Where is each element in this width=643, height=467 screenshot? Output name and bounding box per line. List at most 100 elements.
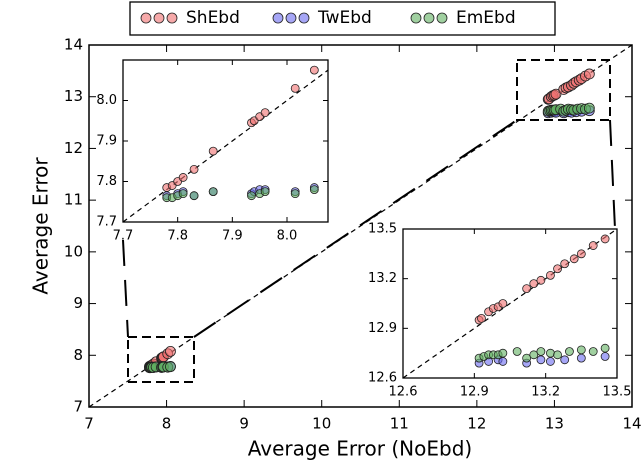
point	[600, 352, 610, 361]
point	[536, 347, 546, 356]
zoom-box	[127, 336, 195, 383]
connector	[609, 119, 616, 230]
x-tick-label: 7.9	[222, 229, 243, 244]
y-tick-label: 7	[73, 398, 83, 416]
point	[576, 345, 586, 355]
x-tick-label: 7.8	[167, 229, 188, 244]
point	[208, 187, 218, 197]
point	[560, 355, 570, 365]
y-tick-label: 8	[73, 346, 83, 364]
x-tick-label: 14	[622, 415, 641, 433]
x-tick-label: 12.9	[460, 385, 489, 400]
point	[529, 279, 539, 289]
y-tick-label: 12	[64, 139, 83, 157]
y-tick-label: 10	[64, 242, 83, 260]
point	[553, 264, 562, 274]
legend-marker	[423, 12, 435, 24]
point	[498, 348, 508, 358]
point	[536, 355, 546, 365]
point	[165, 346, 176, 357]
legend-marker	[272, 12, 284, 24]
point	[477, 313, 486, 323]
y-tick-label: 13.5	[368, 222, 397, 237]
x-tick-label: 8.0	[277, 229, 298, 244]
point	[576, 249, 586, 259]
point	[536, 275, 546, 285]
point	[247, 191, 256, 201]
point	[600, 234, 610, 244]
plot-area	[123, 60, 328, 222]
legend-marker	[298, 12, 310, 24]
point	[583, 102, 595, 114]
zoom-box	[516, 59, 611, 121]
y-tick-label: 11	[64, 191, 83, 209]
point	[498, 299, 508, 308]
point	[529, 350, 539, 360]
point	[522, 284, 532, 294]
y-tick-label: 13	[64, 87, 83, 105]
point	[309, 65, 319, 75]
connector	[122, 239, 129, 338]
x-tick-label: 10	[312, 415, 331, 433]
point	[290, 189, 300, 199]
point	[553, 350, 562, 360]
x-tick-label: 12	[467, 415, 486, 433]
point	[588, 347, 598, 356]
legend-marker	[166, 12, 178, 24]
point	[512, 347, 522, 356]
x-tick-label: 8	[162, 415, 172, 433]
legend-label: ShEbd	[186, 8, 240, 28]
diagonal-line	[123, 69, 328, 222]
legend-marker	[436, 12, 448, 24]
legend-marker	[140, 12, 152, 24]
legend-marker	[285, 12, 297, 24]
point	[569, 254, 579, 264]
y-axis-label: Average Error	[29, 157, 53, 295]
point	[178, 189, 188, 199]
point	[560, 259, 570, 269]
x-tick-label: 9	[239, 415, 249, 433]
legend-box	[129, 1, 556, 36]
plot-frame	[402, 228, 618, 379]
point	[576, 353, 586, 363]
x-tick-label: 12.6	[389, 385, 418, 400]
x-tick-label: 13.5	[603, 385, 632, 400]
y-tick-label: 7.8	[96, 174, 117, 189]
legend-marker	[410, 12, 422, 24]
point	[178, 173, 188, 182]
plot-frame	[122, 59, 329, 223]
y-tick-label: 12.6	[368, 371, 397, 386]
x-tick-label: 7	[84, 415, 94, 433]
point	[260, 187, 270, 197]
point	[290, 83, 300, 93]
x-tick-label: 13	[545, 415, 564, 433]
point	[565, 347, 574, 356]
x-tick-label: 7.7	[113, 229, 134, 244]
legend-marker	[153, 12, 165, 24]
point	[600, 343, 610, 353]
connector	[193, 119, 518, 338]
y-tick-label: 14	[64, 36, 83, 54]
y-tick-label: 7.9	[96, 134, 117, 149]
y-tick-label: 13.2	[368, 271, 397, 286]
x-axis-label: Average Error (NoEbd)	[248, 437, 472, 461]
y-tick-label: 12.9	[368, 321, 397, 336]
x-tick-label: 11	[390, 415, 409, 433]
plot-frame	[88, 44, 633, 408]
legend-label: TwEbd	[317, 8, 372, 28]
point	[309, 185, 319, 195]
point	[546, 270, 555, 280]
point	[546, 348, 555, 358]
point	[165, 361, 176, 373]
point	[208, 146, 218, 156]
y-tick-label: 8.0	[96, 93, 117, 108]
point	[522, 353, 532, 363]
legend-label: EmEbd	[456, 8, 516, 28]
point	[588, 241, 598, 250]
point	[550, 88, 562, 100]
y-tick-label: 9	[73, 294, 83, 312]
point	[583, 68, 595, 80]
x-tick-label: 13.2	[531, 385, 560, 400]
y-tick-label: 7.7	[96, 215, 117, 230]
